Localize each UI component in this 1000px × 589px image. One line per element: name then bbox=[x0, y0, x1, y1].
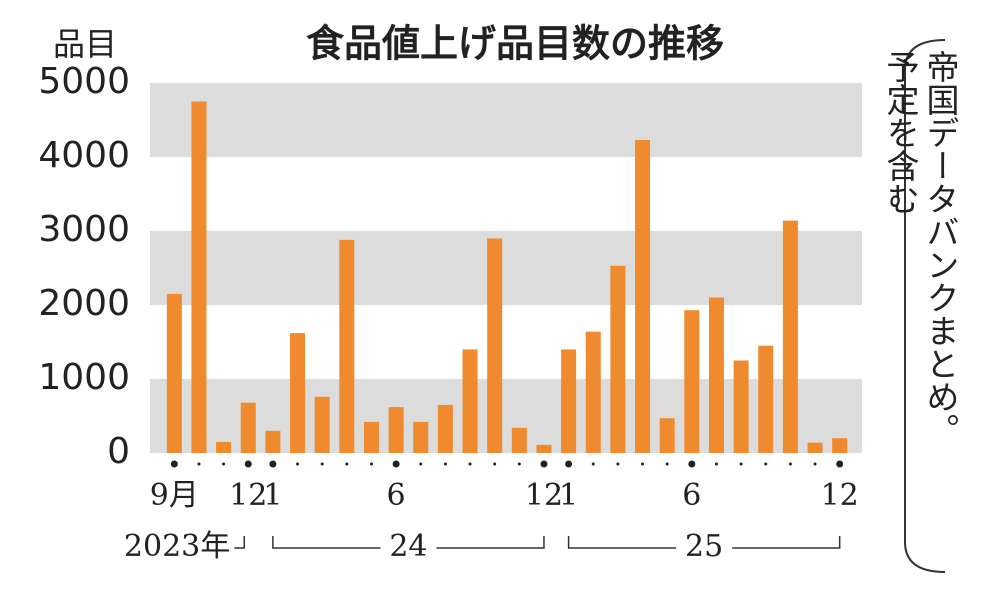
y-tick-label: 5000 bbox=[38, 61, 130, 102]
x-tick-dot bbox=[419, 462, 423, 466]
x-tick-dot bbox=[244, 460, 252, 468]
bar bbox=[290, 333, 306, 453]
x-tick-dot bbox=[222, 462, 226, 466]
year-bracket bbox=[272, 536, 545, 549]
x-tick-dot bbox=[517, 462, 521, 466]
bar bbox=[684, 310, 700, 453]
y-unit: 品目 bbox=[53, 25, 117, 63]
bar bbox=[388, 407, 404, 453]
bar bbox=[708, 297, 724, 453]
bar bbox=[511, 427, 527, 453]
x-tick-label: 12 bbox=[821, 478, 859, 513]
bar bbox=[536, 444, 552, 453]
bar bbox=[413, 421, 429, 453]
bar bbox=[659, 418, 675, 453]
bar bbox=[561, 349, 577, 453]
year-bracket bbox=[234, 536, 245, 549]
x-tick-dot bbox=[369, 462, 373, 466]
note-line: 予定を含む bbox=[881, 50, 920, 215]
note: 帝国データバンクまとめ。 予定を含む bbox=[880, 50, 960, 570]
x-tick-dot bbox=[443, 462, 447, 466]
bar bbox=[437, 404, 453, 453]
x-tick-dot bbox=[170, 460, 178, 468]
bar bbox=[585, 331, 601, 453]
bar bbox=[635, 139, 651, 454]
grid-band bbox=[150, 379, 862, 453]
y-tick-label: 3000 bbox=[38, 209, 130, 250]
x-tick-label: 12 bbox=[525, 478, 563, 513]
x-tick-dot bbox=[764, 462, 768, 466]
x-tick-dot bbox=[813, 462, 817, 466]
x-tick-dot bbox=[197, 462, 201, 466]
bar bbox=[265, 430, 281, 453]
note-line: 帝国データバンクまとめ。 bbox=[921, 50, 960, 446]
x-tick-dot bbox=[591, 462, 595, 466]
bar bbox=[733, 360, 749, 453]
bar bbox=[807, 442, 823, 453]
bar bbox=[314, 396, 330, 453]
y-tick-label: 0 bbox=[107, 431, 130, 472]
bar bbox=[216, 441, 232, 453]
bar bbox=[610, 265, 626, 453]
bar bbox=[758, 345, 774, 453]
x-tick-dot bbox=[345, 462, 349, 466]
bar bbox=[240, 402, 256, 453]
grid-band bbox=[150, 231, 862, 305]
bar bbox=[462, 349, 478, 453]
bar bbox=[782, 220, 798, 453]
x-tick-dot bbox=[688, 460, 696, 468]
x-tick-dot bbox=[665, 462, 669, 466]
x-tick-label: 6 bbox=[682, 478, 701, 513]
x-tick-dot bbox=[540, 460, 548, 468]
x-tick-dot bbox=[788, 462, 792, 466]
x-tick-dot bbox=[836, 460, 844, 468]
y-tick-label: 2000 bbox=[38, 283, 130, 324]
x-tick-dot bbox=[714, 462, 718, 466]
bar bbox=[832, 438, 848, 453]
year-bracket bbox=[567, 536, 841, 549]
chart-title: 食品値上げ品目数の推移 bbox=[306, 22, 724, 66]
x-tick-label: 9月 bbox=[150, 478, 199, 513]
x-tick-dot bbox=[392, 460, 400, 468]
y-tick-label: 1000 bbox=[38, 357, 130, 398]
x-tick-label: 1 bbox=[263, 478, 282, 513]
year-label: 24 bbox=[389, 529, 427, 564]
year-label: 25 bbox=[685, 529, 723, 564]
x-tick-dot bbox=[296, 462, 300, 466]
x-tick-dot bbox=[616, 462, 620, 466]
y-tick-label: 4000 bbox=[38, 135, 130, 176]
x-tick-dot bbox=[565, 460, 573, 468]
x-tick-label: 12 bbox=[229, 478, 267, 513]
bar bbox=[487, 238, 503, 453]
bar bbox=[339, 239, 355, 453]
x-tick-dot bbox=[739, 462, 743, 466]
x-tick-dot bbox=[493, 462, 497, 466]
x-tick-label: 1 bbox=[559, 478, 578, 513]
grid-band bbox=[150, 83, 862, 157]
bar bbox=[166, 293, 182, 453]
x-tick-label: 6 bbox=[387, 478, 406, 513]
year-label: 2023年 bbox=[124, 529, 230, 564]
x-tick-dot bbox=[320, 462, 324, 466]
bar bbox=[363, 421, 379, 453]
x-tick-dot bbox=[641, 462, 645, 466]
x-tick-dot bbox=[269, 460, 277, 468]
bar bbox=[191, 101, 207, 453]
note-bracket-left bbox=[904, 39, 946, 573]
x-tick-dot bbox=[468, 462, 472, 466]
